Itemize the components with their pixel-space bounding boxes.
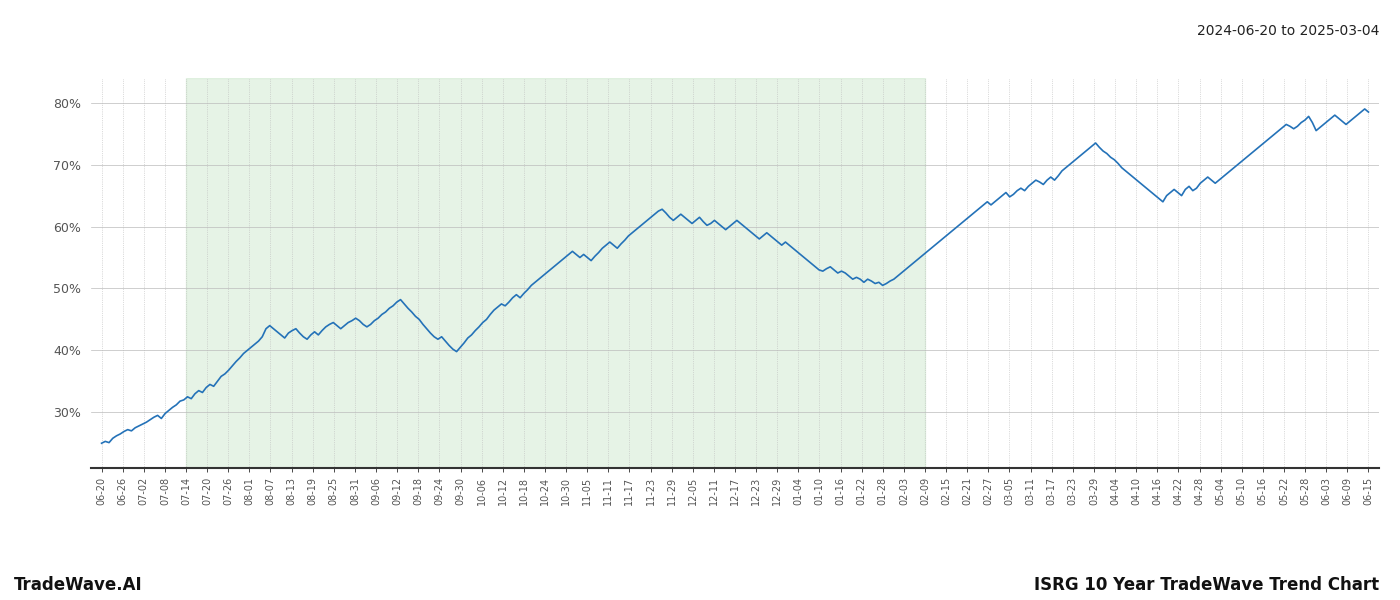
- Text: 2024-06-20 to 2025-03-04: 2024-06-20 to 2025-03-04: [1197, 24, 1379, 38]
- Text: TradeWave.AI: TradeWave.AI: [14, 576, 143, 594]
- Text: ISRG 10 Year TradeWave Trend Chart: ISRG 10 Year TradeWave Trend Chart: [1033, 576, 1379, 594]
- Bar: [186, 78, 925, 468]
